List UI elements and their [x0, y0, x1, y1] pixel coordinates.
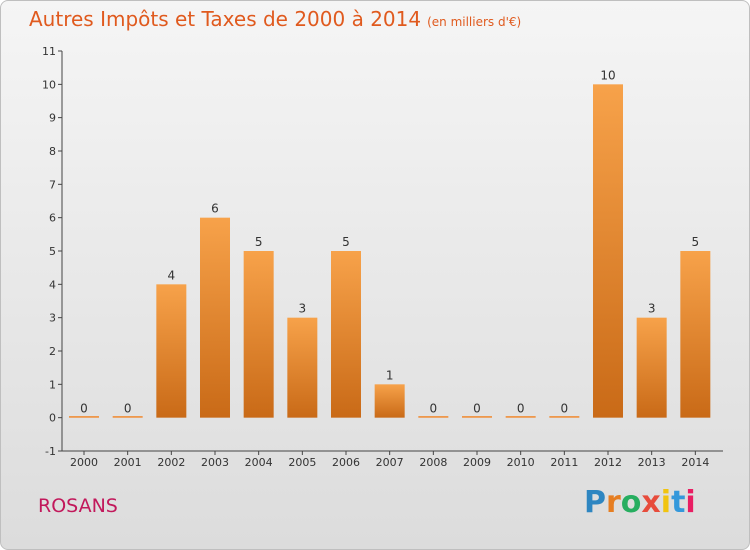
y-tick-label: -1	[45, 445, 56, 458]
x-tick-label: 2012	[594, 456, 622, 469]
bar-2002	[156, 284, 187, 418]
x-tick-label: 2004	[245, 456, 273, 469]
value-label: 0	[124, 402, 132, 416]
chart-title: Autres Impôts et Taxes de 2000 à 2014 (en…	[29, 7, 521, 31]
value-label: 0	[80, 402, 88, 416]
bar-2005	[287, 317, 318, 418]
x-tick-label: 2010	[507, 456, 535, 469]
city-name: ROSANS	[38, 495, 118, 517]
x-tick-label: 2007	[376, 456, 404, 469]
title-text: Autres Impôts et Taxes de 2000 à 2014	[29, 7, 422, 31]
value-label: 0	[430, 402, 438, 416]
proxiti-logo: Proxiti	[584, 485, 696, 520]
y-tick-label: 10	[42, 78, 56, 91]
x-tick-label: 2011	[550, 456, 578, 469]
value-label: 1	[386, 368, 394, 382]
value-label: 6	[211, 202, 219, 216]
logo-letter: t	[671, 485, 686, 520]
y-tick-label: 1	[49, 378, 56, 391]
value-label: 4	[168, 268, 176, 282]
y-tick-label: 9	[49, 112, 56, 125]
value-label: 0	[473, 402, 481, 416]
logo-letter: r	[606, 485, 621, 520]
bar-2009	[462, 416, 492, 418]
bar-2012	[593, 84, 623, 418]
logo-letter: i	[685, 485, 696, 520]
bar-2011	[549, 416, 580, 418]
logo-letter: o	[620, 485, 642, 520]
y-tick-label: 7	[49, 178, 56, 191]
x-tick-label: 2005	[288, 456, 316, 469]
bar-2006	[331, 251, 361, 418]
bar-2007	[374, 384, 405, 418]
y-tick-label: 11	[42, 45, 56, 58]
value-label: 3	[299, 302, 307, 316]
y-tick-label: 8	[49, 145, 56, 158]
bar-2004	[243, 251, 274, 418]
y-tick-label: 6	[49, 212, 56, 225]
x-tick-label: 2013	[638, 456, 666, 469]
x-tick-label: 2001	[114, 456, 142, 469]
bar-2008	[418, 416, 449, 418]
y-tick-label: 0	[49, 412, 56, 425]
value-label: 5	[255, 235, 263, 249]
bar-2013	[636, 317, 667, 418]
value-label: 5	[692, 235, 700, 249]
value-label: 5	[342, 235, 350, 249]
y-tick-label: 3	[49, 312, 56, 325]
bar-2014	[680, 251, 711, 418]
x-tick-label: 2006	[332, 456, 360, 469]
x-tick-label: 2008	[419, 456, 447, 469]
logo-letter: i	[660, 485, 672, 520]
y-tick-label: 5	[49, 245, 56, 258]
x-tick-label: 2003	[201, 456, 229, 469]
bar-2000	[69, 416, 99, 418]
bar-2010	[505, 416, 536, 418]
bar-2003	[200, 217, 230, 418]
logo-letter: P	[584, 485, 606, 520]
value-label: 0	[561, 402, 569, 416]
bar-2001	[112, 416, 143, 418]
x-tick-label: 2000	[70, 456, 98, 469]
y-tick-label: 4	[49, 278, 56, 291]
value-label: 0	[517, 402, 525, 416]
logo-letter: x	[641, 485, 661, 520]
title-unit: (en milliers d'€)	[427, 15, 522, 29]
value-label: 3	[648, 302, 656, 316]
x-tick-label: 2002	[157, 456, 185, 469]
x-tick-label: 2009	[463, 456, 491, 469]
y-tick-label: 2	[49, 345, 56, 358]
value-label: 10	[600, 68, 615, 82]
x-tick-label: 2014	[681, 456, 709, 469]
